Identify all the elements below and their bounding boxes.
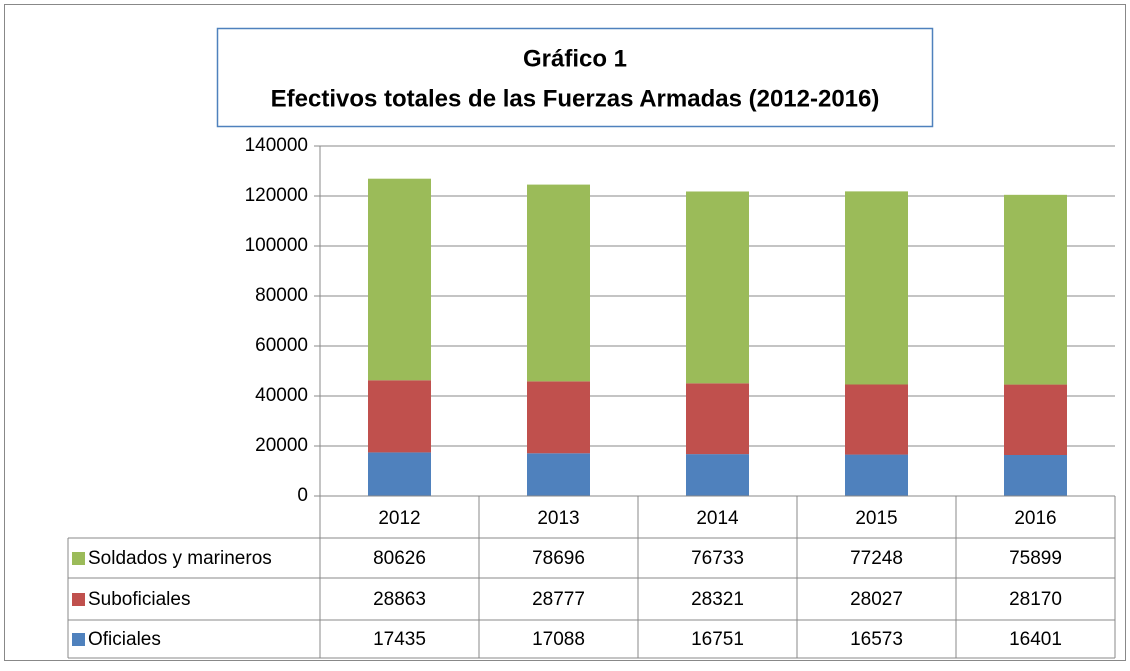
bar-segment	[845, 454, 908, 496]
x-tick-label: 2016	[1014, 508, 1056, 529]
table-value: 28321	[691, 589, 744, 610]
legend-swatch	[72, 552, 85, 565]
table-value: 28777	[532, 589, 585, 610]
bar-segment	[1004, 454, 1067, 496]
bar-segment	[845, 384, 908, 455]
title-box	[216, 27, 934, 128]
y-tick-label: 140000	[245, 135, 308, 156]
table-value: 76733	[691, 548, 744, 569]
bar-segment	[527, 381, 590, 454]
table-value: 16573	[850, 629, 903, 650]
y-tick-label: 0	[297, 485, 308, 506]
bar-segment	[368, 380, 431, 453]
bar-segment	[368, 178, 431, 381]
table-value: 77248	[850, 548, 903, 569]
bar-segment	[368, 452, 431, 496]
x-tick-label: 2012	[378, 508, 420, 529]
bar-segment	[1004, 384, 1067, 455]
table-value: 17088	[532, 629, 585, 650]
table-value: 28170	[1009, 589, 1062, 610]
y-tick-label: 40000	[255, 385, 308, 406]
table-value: 28027	[850, 589, 903, 610]
y-tick-label: 120000	[245, 185, 308, 206]
table-value: 16401	[1009, 629, 1062, 650]
x-tick-label: 2013	[537, 508, 579, 529]
bar-segment	[527, 453, 590, 496]
chart-subtitle: Efectivos totales de las Fuerzas Armadas…	[271, 85, 880, 112]
y-tick-label: 100000	[245, 235, 308, 256]
legend-swatch	[72, 633, 85, 646]
legend-label: Oficiales	[88, 629, 161, 650]
bar-segment	[527, 184, 590, 382]
chart-title: Gráfico 1	[523, 45, 627, 72]
legend-label: Soldados y marineros	[88, 548, 272, 569]
table-value: 17435	[373, 629, 426, 650]
bar-segment	[686, 191, 749, 384]
y-tick-label: 60000	[255, 335, 308, 356]
bar-segment	[686, 383, 749, 455]
y-tick-label: 80000	[255, 285, 308, 306]
y-tick-label: 20000	[255, 435, 308, 456]
legend-swatch	[72, 593, 85, 606]
table-value: 16751	[691, 629, 744, 650]
bar-segment	[686, 454, 749, 496]
table-value: 75899	[1009, 548, 1062, 569]
table-value: 78696	[532, 548, 585, 569]
x-tick-label: 2014	[696, 508, 739, 529]
x-tick-label: 2015	[855, 508, 897, 529]
bar-segment	[1004, 194, 1067, 385]
legend-label: Suboficiales	[88, 589, 190, 610]
bar-segment	[845, 191, 908, 385]
table-value: 28863	[373, 589, 426, 610]
table-value: 80626	[373, 548, 426, 569]
